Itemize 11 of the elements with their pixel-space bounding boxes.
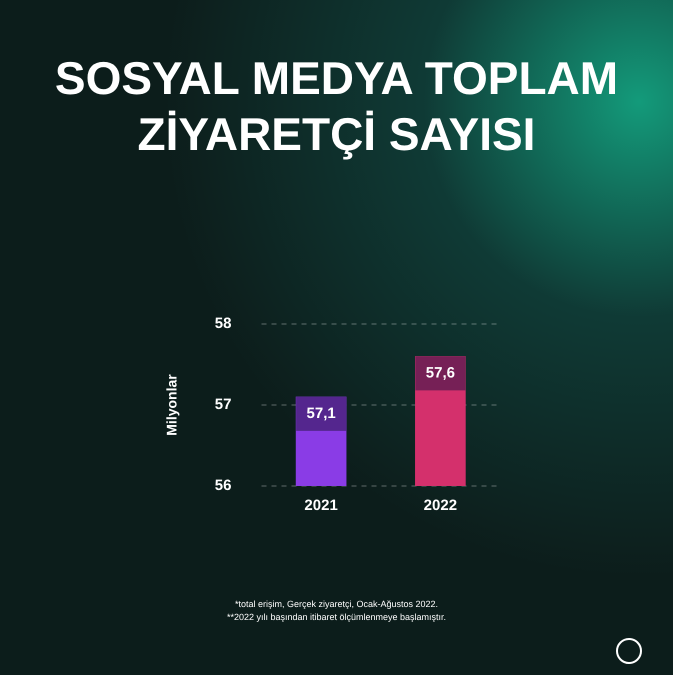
text: *total erişim, Gerçek ziyaretçi, Ocak-Ağustos 2022.: [234, 598, 440, 611]
y-tick-label: 57: [214, 396, 232, 414]
x-tick-label: 2021: [304, 497, 338, 514]
data-label: 57,6: [426, 364, 455, 382]
chart-title: SOSYAL MEDYA TOPLAM ZİYARETÇİ SAYISI: [54, 51, 620, 162]
text: **2022 yılı başından itibaret ölçümlenmeye başlamıştır.: [226, 611, 448, 624]
y-axis-title: Milyonlar: [163, 374, 180, 436]
y-tick-label: 58: [214, 315, 232, 332]
data-label: 57,1: [306, 405, 336, 422]
y-tick-label: 56: [214, 477, 232, 494]
x-tick-label: 2022: [424, 497, 458, 514]
